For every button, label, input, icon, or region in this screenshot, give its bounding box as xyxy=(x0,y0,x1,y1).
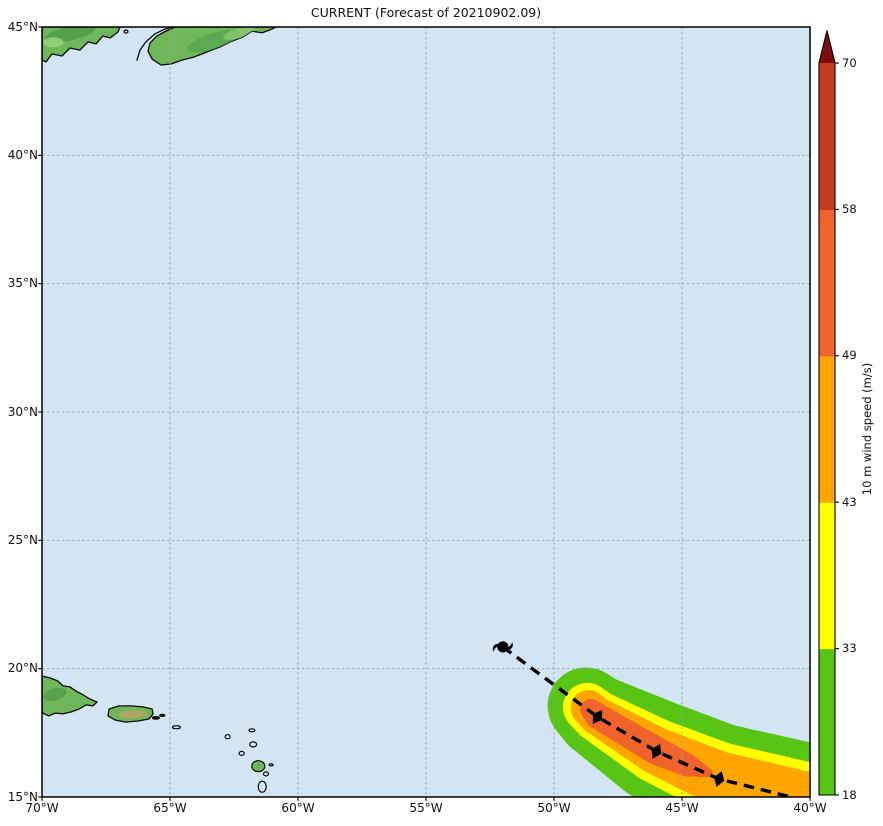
island-anguilla xyxy=(248,728,256,733)
graticule xyxy=(42,27,810,797)
y-tick-label: 25°N xyxy=(7,532,38,547)
colorbar-segment-33-43 xyxy=(819,502,835,650)
y-tick-label: 15°N xyxy=(7,789,38,804)
land-new-brunswick-shore xyxy=(136,27,174,61)
y-tick-label: 35°N xyxy=(7,276,38,291)
colorbar-tick-label: 49 xyxy=(842,348,857,363)
island-barbuda xyxy=(224,734,231,740)
island-maine-islet xyxy=(123,29,129,34)
figure-title: CURRENT (Forecast of 20210902.09) xyxy=(310,5,542,20)
island-st-kitts xyxy=(238,750,245,757)
island-guadeloupe xyxy=(251,760,266,773)
island-antigua xyxy=(249,741,258,748)
colorbar xyxy=(818,30,839,796)
colorbar-extend-arrow xyxy=(819,30,835,63)
x-tick-label: 40°W xyxy=(793,801,827,815)
x-tick-label: 60°W xyxy=(281,801,315,815)
track-point-marker xyxy=(651,743,662,759)
y-tick-label: 40°N xyxy=(7,147,38,162)
plot-border xyxy=(41,26,811,798)
wind-swath xyxy=(547,667,810,797)
track-point-marker xyxy=(592,710,603,724)
track-point-marker xyxy=(713,771,725,787)
island-culebra xyxy=(159,713,166,718)
land-hispaniola xyxy=(42,675,98,717)
colorbar-tick-label: 43 xyxy=(842,494,857,509)
current-position-marker xyxy=(492,641,513,653)
island-desirade xyxy=(268,763,274,767)
x-tick-label: 70°W xyxy=(25,801,59,815)
colorbar-segment-43-49 xyxy=(819,355,835,503)
colorbar-segment-18-33 xyxy=(819,648,835,796)
y-tick-label: 30°N xyxy=(7,404,38,419)
terrain-shading xyxy=(43,27,255,719)
y-tick-label: 20°N xyxy=(7,661,38,676)
island-dominica xyxy=(257,780,267,793)
y-tick-label: 45°N xyxy=(7,19,38,34)
forecast-track xyxy=(492,641,797,797)
x-tick-label: 55°W xyxy=(409,801,443,815)
colorbar-axis-label: 10 m wind speed (m/s) xyxy=(860,362,874,496)
colorbar-tick-label: 18 xyxy=(842,787,857,802)
x-tick-label: 45°W xyxy=(665,801,699,815)
island-st-croix xyxy=(171,725,181,730)
colorbar-tick-label: 70 xyxy=(842,55,857,70)
colorbar-segment-58-70 xyxy=(819,63,835,210)
island-marie-galante xyxy=(262,771,270,777)
island-vieques xyxy=(151,716,160,720)
colorbar-tick-label: 33 xyxy=(842,641,857,656)
forecast-track-line xyxy=(501,645,797,797)
colorbar-segment-49-58 xyxy=(819,209,835,357)
colorbar-tick-label: 58 xyxy=(842,201,857,216)
x-tick-label: 65°W xyxy=(153,801,187,815)
x-tick-label: 50°W xyxy=(537,801,571,815)
